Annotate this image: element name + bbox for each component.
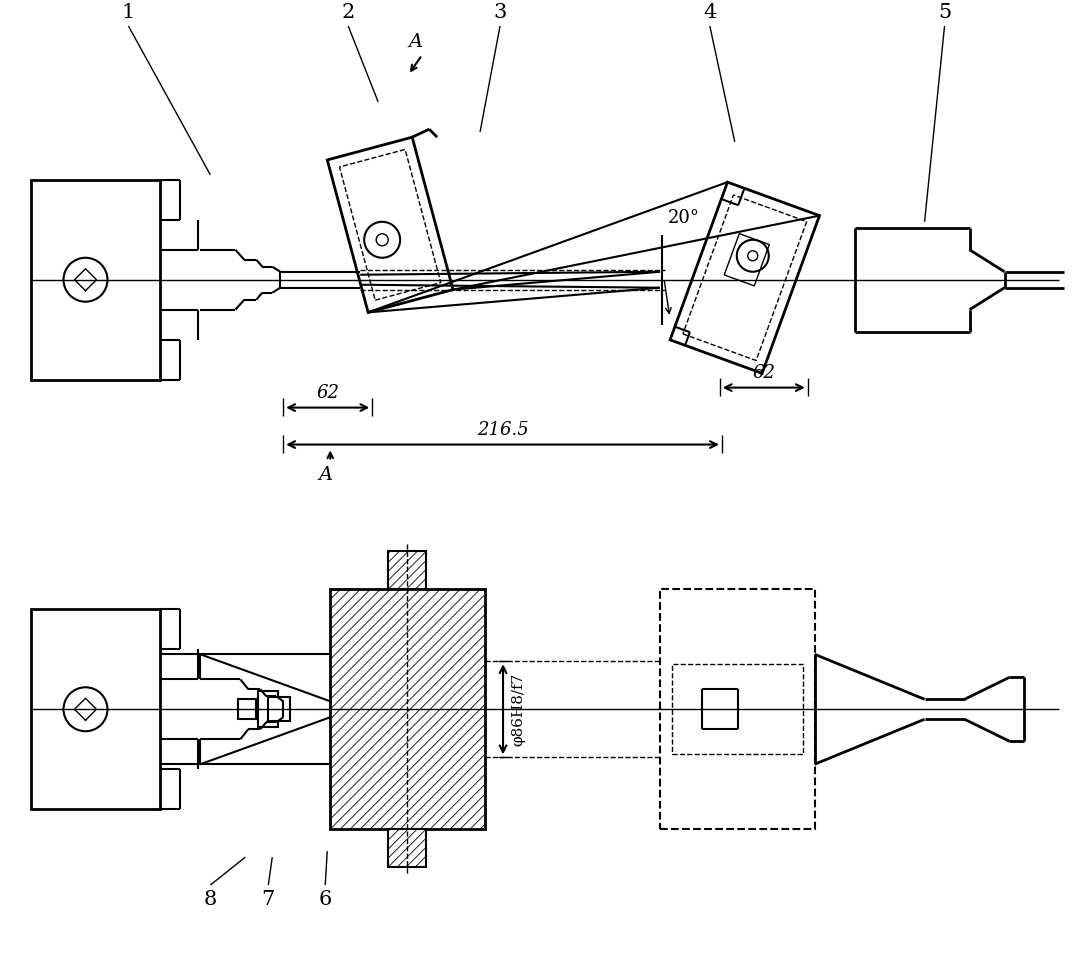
Bar bbox=[388, 830, 427, 867]
Text: 5: 5 bbox=[937, 3, 951, 21]
Text: A: A bbox=[319, 465, 333, 483]
Bar bbox=[330, 590, 485, 830]
Bar bbox=[30, 180, 161, 380]
Bar bbox=[660, 590, 814, 830]
Text: 6: 6 bbox=[319, 890, 332, 908]
Text: 20°: 20° bbox=[667, 209, 700, 226]
Text: 4: 4 bbox=[703, 3, 716, 21]
Text: 8: 8 bbox=[204, 890, 217, 908]
Bar bbox=[672, 665, 802, 754]
Bar bbox=[258, 691, 279, 727]
Bar bbox=[30, 609, 161, 809]
Text: 1: 1 bbox=[122, 3, 135, 21]
Text: 7: 7 bbox=[261, 890, 275, 908]
Text: A: A bbox=[408, 33, 422, 51]
Bar bbox=[239, 699, 256, 719]
Text: 3: 3 bbox=[494, 3, 507, 21]
Text: 2: 2 bbox=[341, 3, 355, 21]
Text: φ86H8/f7: φ86H8/f7 bbox=[511, 672, 525, 746]
Text: 62: 62 bbox=[753, 363, 775, 382]
Bar bbox=[388, 551, 427, 590]
Bar bbox=[268, 697, 291, 721]
Text: 216.5: 216.5 bbox=[476, 421, 528, 438]
Text: 62: 62 bbox=[316, 384, 339, 402]
